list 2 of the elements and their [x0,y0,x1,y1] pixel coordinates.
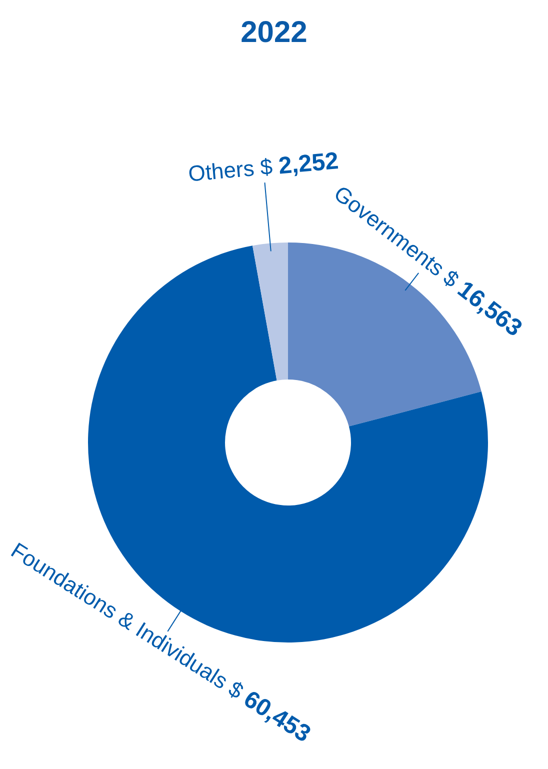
slice-label: Others $ 2,252 [187,148,340,186]
chart-title: 2022 [240,16,308,51]
